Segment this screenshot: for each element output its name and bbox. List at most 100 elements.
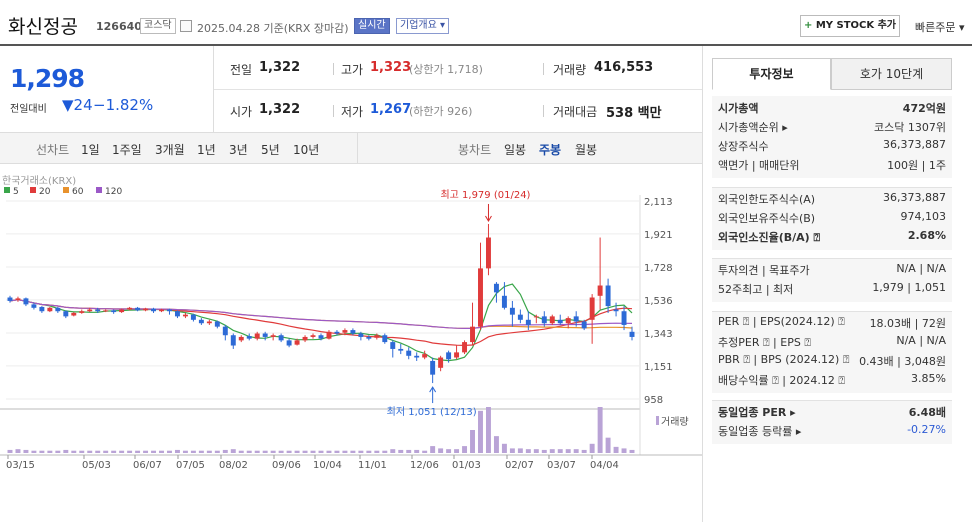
upper-limit: (상한가 1,718) bbox=[409, 63, 483, 76]
candle-body bbox=[430, 360, 436, 375]
market-badge[interactable]: 코스닥 bbox=[140, 18, 176, 34]
volume-bar bbox=[63, 449, 69, 453]
volume-bar bbox=[7, 449, 13, 453]
period-10y[interactable]: 10년 bbox=[293, 143, 320, 157]
info-value: 18.03배 | 72원 bbox=[869, 317, 946, 330]
candle-monthly[interactable]: 월봉 bbox=[575, 143, 598, 157]
candle-weekly[interactable]: 주봉 bbox=[539, 143, 562, 157]
candle-body bbox=[55, 307, 61, 312]
candle-body bbox=[470, 326, 475, 343]
stock-code: 126640 bbox=[96, 20, 142, 33]
volume-bar bbox=[111, 450, 117, 453]
candle-body bbox=[182, 314, 188, 317]
period-1w[interactable]: 1주일 bbox=[112, 143, 142, 157]
candle-body bbox=[525, 319, 531, 325]
info-label: 시가총액 bbox=[718, 102, 759, 115]
my-stock-add-button[interactable]: + MY STOCK 추가 bbox=[800, 15, 900, 37]
candle-body bbox=[533, 316, 539, 318]
candle-body bbox=[63, 311, 69, 317]
stock-name: 화신정공 bbox=[8, 16, 78, 38]
period-3y[interactable]: 3년 bbox=[229, 143, 248, 157]
quick-order-button[interactable]: 빠른주문 ▾ bbox=[915, 21, 965, 34]
info-label[interactable]: 동일업종 등락률 ▸ bbox=[718, 425, 802, 438]
x-tick-label: 12/06 bbox=[410, 460, 439, 471]
volume-bar bbox=[206, 450, 212, 453]
volume-bar bbox=[549, 449, 555, 453]
period-1d[interactable]: 1일 bbox=[81, 143, 100, 157]
volume-bar bbox=[286, 450, 292, 453]
x-tick-label: 02/07 bbox=[505, 460, 534, 471]
volume-bar bbox=[135, 450, 141, 453]
candle-body bbox=[342, 330, 348, 333]
candle-body bbox=[278, 335, 284, 341]
info-label[interactable]: 동일업종 PER ▸ bbox=[718, 406, 796, 419]
volume-bar bbox=[422, 450, 428, 453]
x-tick-label: 10/04 bbox=[313, 460, 342, 471]
volume-bar bbox=[414, 449, 420, 453]
candle-body bbox=[398, 348, 404, 351]
candle-body bbox=[47, 307, 53, 312]
candle-body bbox=[581, 321, 587, 329]
volume-bar bbox=[493, 436, 499, 453]
volume-bar bbox=[270, 450, 276, 453]
volume-bar bbox=[541, 449, 547, 453]
x-tick-label: 03/07 bbox=[547, 460, 576, 471]
volume-bar bbox=[382, 450, 388, 453]
candle-daily[interactable]: 일봉 bbox=[504, 143, 527, 157]
period-5y[interactable]: 5년 bbox=[261, 143, 280, 157]
volume-bar bbox=[478, 410, 483, 453]
ma-line-120 bbox=[9, 299, 633, 329]
volume-bar bbox=[509, 448, 515, 453]
amount-value: 538 백만 bbox=[606, 106, 662, 121]
info-group bbox=[712, 311, 952, 393]
x-tick-label: 01/03 bbox=[452, 460, 481, 471]
info-label[interactable]: 시가총액순위 ▸ bbox=[718, 121, 788, 134]
candle-body bbox=[174, 311, 180, 317]
info-group bbox=[712, 400, 952, 444]
info-value: -0.27% bbox=[907, 423, 946, 436]
info-group bbox=[712, 187, 952, 250]
y-tick-label: 958 bbox=[644, 395, 663, 406]
volume-bar bbox=[326, 450, 332, 453]
info-value: 974,103 bbox=[900, 210, 947, 223]
volume-bar bbox=[302, 450, 308, 453]
volume-bar bbox=[55, 450, 61, 453]
realtime-badge[interactable]: 실시간 bbox=[354, 18, 390, 34]
candle-body bbox=[621, 311, 627, 325]
volume-bar bbox=[71, 450, 77, 453]
period-3m[interactable]: 3개월 bbox=[155, 143, 185, 157]
volume-bar bbox=[182, 450, 188, 453]
stock-chart[interactable]: 2,113 1,921 1,728 1,536 1,343 1,151 958 한국거래소(K… bbox=[0, 165, 702, 475]
candle-body bbox=[629, 331, 635, 337]
low-arrow-head bbox=[429, 386, 437, 393]
candle-body bbox=[151, 308, 157, 312]
volume-value: 416,553 bbox=[594, 60, 654, 75]
candle-body bbox=[15, 298, 21, 301]
tab-invest-info[interactable]: 투자정보 bbox=[712, 58, 831, 90]
volume-bar bbox=[613, 446, 619, 453]
info-label: 외국인한도주식수(A) bbox=[718, 193, 816, 206]
candle-body bbox=[167, 309, 172, 312]
calendar-icon bbox=[180, 20, 192, 32]
volume-bar bbox=[334, 450, 340, 453]
plus-icon: + bbox=[803, 20, 813, 31]
candle-body bbox=[438, 357, 444, 368]
candle-body bbox=[79, 311, 85, 313]
candle-body bbox=[286, 340, 292, 346]
info-label: PBR ⍰ | BPS (2024.12) ⍰ bbox=[718, 353, 850, 366]
low-label: 저가 bbox=[341, 105, 364, 119]
volume-bar bbox=[557, 449, 563, 453]
info-label: 액면가 | 매매단위 bbox=[718, 159, 800, 172]
amount-label: 거래대금 bbox=[553, 105, 598, 119]
my-stock-label: MY STOCK 추가 bbox=[815, 20, 897, 31]
candle-body bbox=[190, 314, 196, 320]
panel-divider bbox=[702, 46, 703, 522]
volume-bar bbox=[597, 407, 603, 453]
company-overview-button[interactable]: 기업개요 ▾ bbox=[396, 18, 449, 34]
candle-body bbox=[7, 297, 13, 301]
volume-label: 거래량 bbox=[661, 416, 689, 428]
x-tick-label: 06/07 bbox=[133, 460, 162, 471]
period-1y[interactable]: 1년 bbox=[197, 143, 216, 157]
candle-body bbox=[517, 314, 523, 320]
tab-orderbook[interactable]: 호가 10단계 bbox=[831, 58, 952, 90]
